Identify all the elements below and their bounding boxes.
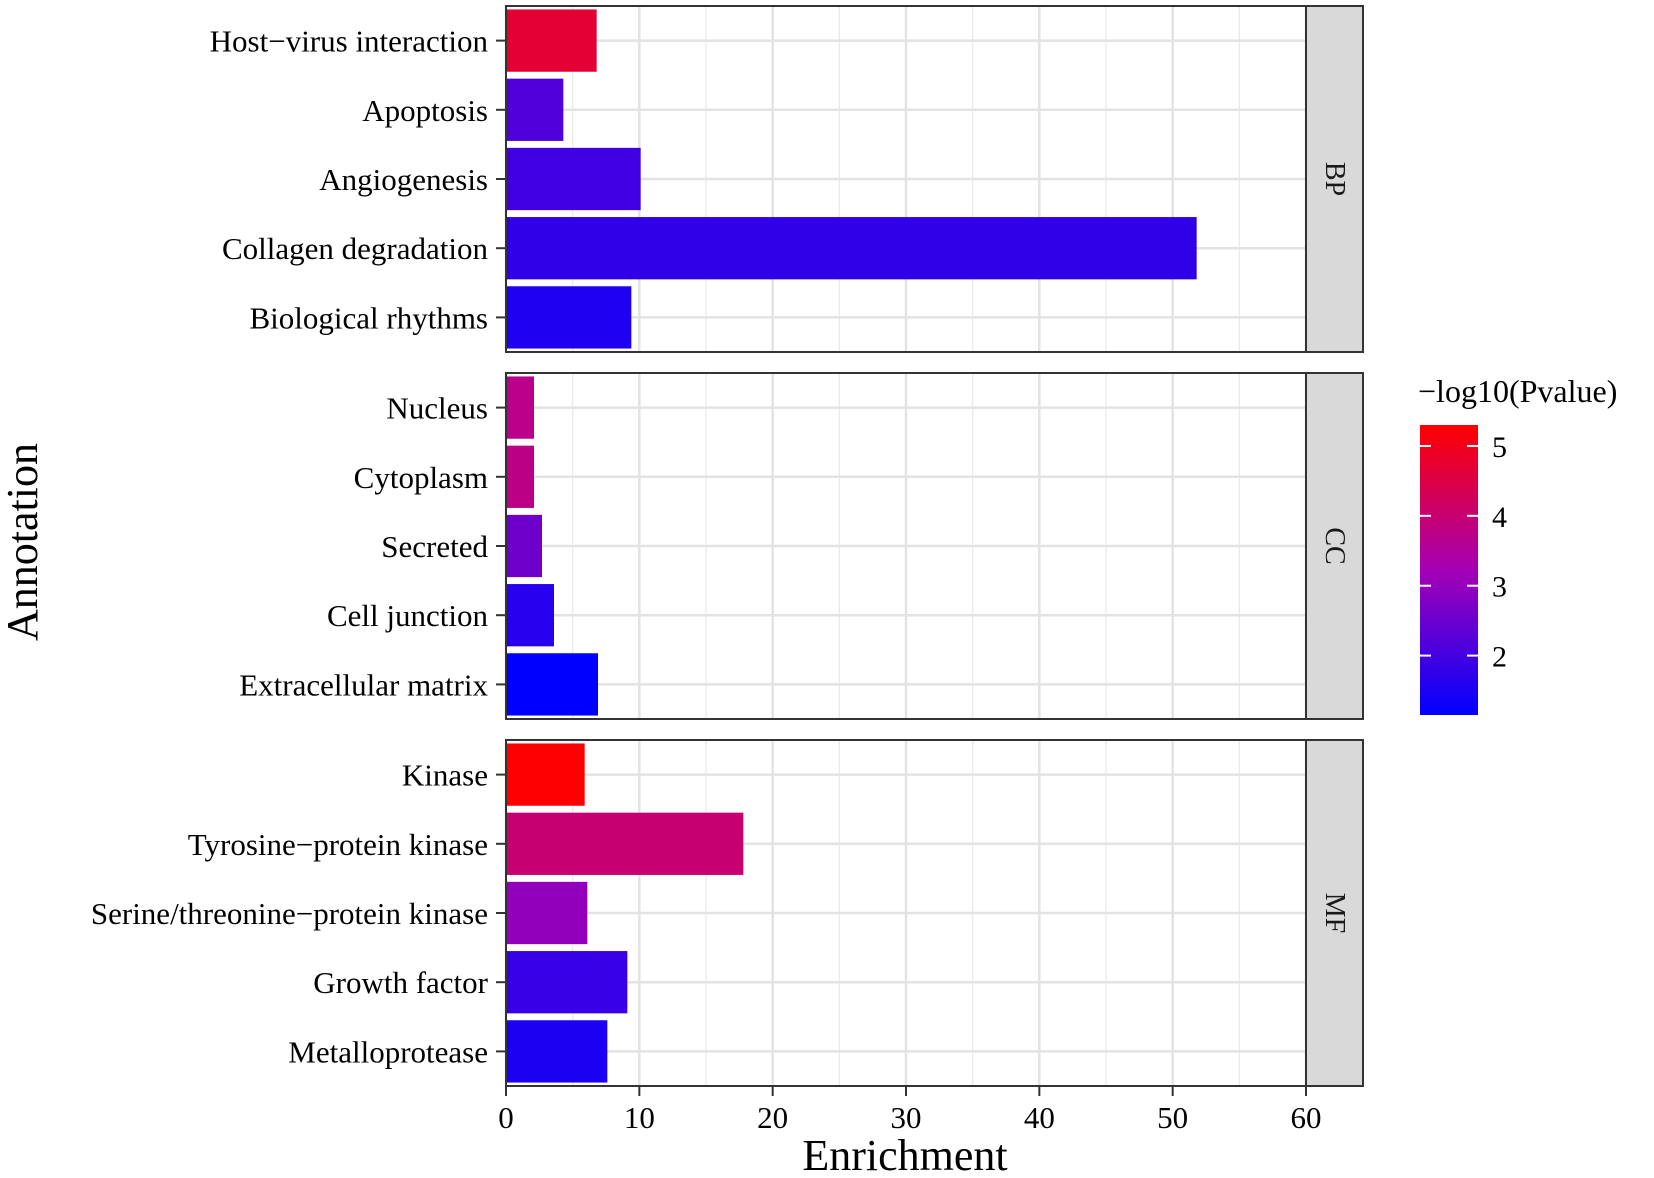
bar-tyrosine-protein-kinase	[506, 812, 744, 875]
category-label: Biological rhythms	[249, 300, 488, 335]
facet-strip-label: CC	[1319, 527, 1350, 564]
bar-cytoplasm	[506, 445, 534, 508]
legend-title: −log10(Pvalue)	[1418, 373, 1617, 409]
y-axis-title: Annotation	[0, 443, 47, 641]
x-tick-label: 50	[1157, 1100, 1188, 1135]
category-label: Extracellular matrix	[239, 667, 488, 702]
legend-tick-label: 2	[1492, 641, 1507, 674]
bar-kinase	[506, 743, 585, 806]
bar-cell-junction	[506, 584, 554, 647]
category-label: Metalloprotease	[288, 1034, 488, 1069]
legend-tick-label: 5	[1492, 431, 1507, 464]
facet-panel-cc: Nucleus Cytoplasm Secreted Cell junction Ext…	[239, 372, 1364, 720]
facet-panels: Host−virus interaction Apoptosis Angiogene…	[91, 5, 1364, 1087]
bar-secreted	[506, 514, 542, 578]
legend-tick-label: 4	[1492, 501, 1507, 534]
color-legend: −log10(Pvalue) 2 3 4 5	[1418, 373, 1617, 715]
legend-ticks: 2 3 4 5	[1420, 431, 1507, 674]
facet-strip	[1305, 5, 1364, 353]
legend-colorbar	[1420, 425, 1478, 715]
category-label: Cell junction	[327, 598, 489, 633]
bar-biological-rhythms	[506, 286, 632, 349]
bar-nucleus	[506, 376, 534, 439]
x-axis: 0 10 20 30 40 50 60	[498, 1086, 1322, 1135]
x-tick-label: 60	[1291, 1100, 1322, 1135]
x-tick-label: 0	[498, 1100, 514, 1135]
category-label: Host−virus interaction	[210, 24, 489, 59]
x-axis-title: Enrichment	[802, 1131, 1007, 1178]
legend-tick-label: 3	[1492, 571, 1507, 604]
category-label: Apoptosis	[362, 93, 488, 128]
category-label: Nucleus	[386, 391, 488, 426]
x-tick-label: 20	[757, 1100, 788, 1135]
bar-host-virus-interaction	[506, 9, 597, 72]
bar-extracellular-matrix	[506, 653, 598, 716]
category-label: Growth factor	[313, 965, 488, 1000]
x-tick-label: 30	[891, 1100, 922, 1135]
facet-strip-label: BP	[1319, 162, 1350, 196]
facet-panel-mf: Kinase Tyrosine−protein kinase Serine/thre…	[91, 739, 1364, 1087]
bar-apoptosis	[506, 78, 564, 141]
x-tick-label: 40	[1024, 1100, 1055, 1135]
category-label: Cytoplasm	[354, 460, 488, 495]
category-label: Secreted	[381, 529, 488, 564]
bar-angiogenesis	[506, 147, 641, 211]
facet-strip	[1305, 739, 1364, 1087]
x-tick-label: 10	[624, 1100, 655, 1135]
category-label: Angiogenesis	[319, 162, 488, 197]
category-label: Serine/threonine−protein kinase	[91, 896, 488, 931]
facet-strip-label: MF	[1319, 893, 1350, 933]
bar-metalloprotease	[506, 1020, 608, 1083]
bar-serine-threonine-protein-kinase	[506, 881, 588, 945]
facet-strip	[1305, 372, 1364, 720]
category-label: Kinase	[402, 758, 488, 793]
bar-growth-factor	[506, 951, 628, 1014]
category-label: Tyrosine−protein kinase	[188, 827, 488, 862]
facet-panel-bp: Host−virus interaction Apoptosis Angiogene…	[210, 5, 1364, 353]
category-label: Collagen degradation	[222, 231, 488, 266]
bar-collagen-degradation	[506, 217, 1197, 280]
